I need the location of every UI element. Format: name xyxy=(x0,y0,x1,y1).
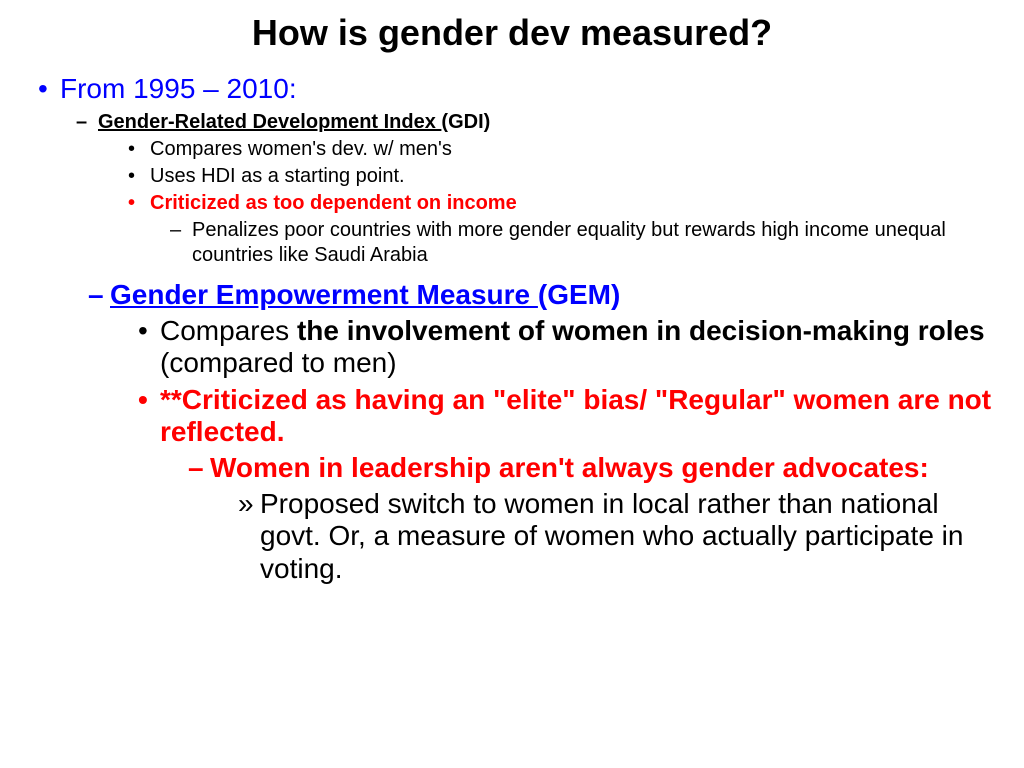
gem-pt1-suffix: (compared to men) xyxy=(160,347,397,378)
gdi-criticism-detail: Penalizes poor countries with more gende… xyxy=(192,218,1004,268)
gem-heading: Gender Empowerment Measure (GEM) xyxy=(110,278,1004,312)
gem-criticism: **Criticized as having an "elite" bias/ … xyxy=(160,384,1004,448)
slide-content: From 1995 – 2010: Gender-Related Develop… xyxy=(20,72,1004,585)
gem-sub2: Proposed switch to women in local rather… xyxy=(260,488,1004,585)
gdi-heading: Gender-Related Development Index (GDI) xyxy=(98,110,1004,135)
slide-title: How is gender dev measured? xyxy=(20,12,1004,54)
gem-pt1-bold: the involvement of women in decision-mak… xyxy=(297,315,985,346)
gdi-point-1: Compares women's dev. w/ men's xyxy=(150,137,1004,162)
gem-heading-underlined: Gender Empowerment Measure xyxy=(110,279,538,310)
gdi-heading-rest: (GDI) xyxy=(441,111,490,133)
gem-pt1-prefix: Compares xyxy=(160,315,297,346)
gdi-point-2: Uses HDI as a starting point. xyxy=(150,164,1004,189)
gem-heading-rest: (GEM) xyxy=(538,279,620,310)
gdi-criticism: Criticized as too dependent on income xyxy=(150,191,1004,216)
date-range-item: From 1995 – 2010: xyxy=(60,72,1004,106)
gdi-heading-underlined: Gender-Related Development Index xyxy=(98,111,441,133)
gem-point-1: Compares the involvement of women in dec… xyxy=(160,315,1004,379)
gem-sub1: Women in leadership aren't always gender… xyxy=(210,452,1004,484)
